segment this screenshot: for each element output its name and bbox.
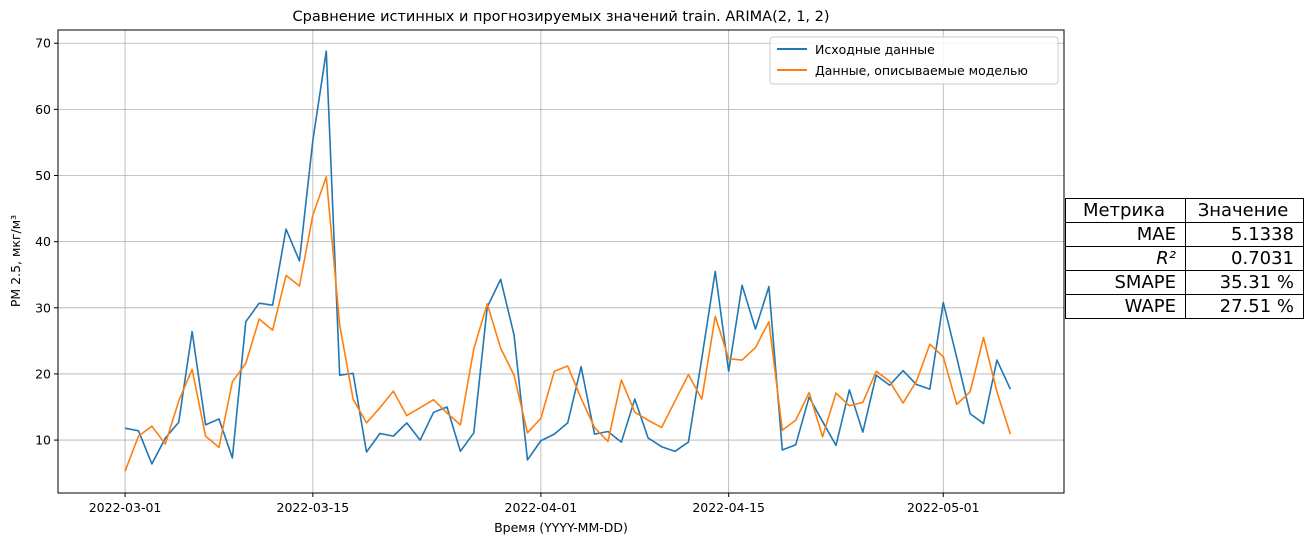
x-tick-label: 2022-03-15 bbox=[277, 500, 350, 515]
y-tick-label: 40 bbox=[35, 234, 51, 249]
metrics-header-row: Метрика Значение bbox=[1065, 198, 1304, 223]
metrics-row: R² 0.7031 bbox=[1065, 246, 1304, 271]
series-lines bbox=[124, 50, 1012, 472]
metrics-row: WAPE 27.51 % bbox=[1065, 294, 1304, 319]
x-tick-label: 2022-03-01 bbox=[89, 500, 162, 515]
x-axis-ticks: 2022-03-01 2022-03-15 2022-04-01 2022-04-15… bbox=[89, 493, 980, 515]
x-tick-label: 2022-05-01 bbox=[907, 500, 980, 515]
y-tick-label: 50 bbox=[35, 168, 51, 183]
legend-label-series-1: Исходные данные bbox=[815, 42, 935, 57]
plot-frame bbox=[57, 29, 1065, 494]
y-tick-label: 30 bbox=[35, 300, 51, 315]
metrics-row: SMAPE 35.31 % bbox=[1065, 270, 1304, 295]
y-tick-label: 70 bbox=[35, 36, 51, 51]
metric-value: 35.31 % bbox=[1185, 270, 1304, 295]
x-axis-label: Время (YYYY-MM-DD) bbox=[494, 520, 628, 535]
chart-title: Сравнение истинных и прогнозируемых знач… bbox=[292, 9, 829, 25]
metric-name: MAE bbox=[1065, 222, 1186, 247]
metric-name: SMAPE bbox=[1065, 270, 1186, 295]
metric-name: WAPE bbox=[1065, 294, 1186, 319]
series-line-1 bbox=[124, 50, 1012, 465]
legend: Исходные данные Данные, описываемые моде… bbox=[769, 36, 1059, 85]
y-axis-label: PM 2.5, мкг/м³ bbox=[8, 215, 23, 307]
metrics-table: Метрика Значение MAE 5.1338 R² 0.7031 SM… bbox=[1065, 198, 1304, 319]
metrics-header-metric: Метрика bbox=[1065, 198, 1186, 223]
metrics-header-value: Значение bbox=[1185, 198, 1304, 223]
metric-value: 5.1338 bbox=[1185, 222, 1304, 247]
y-tick-label: 60 bbox=[35, 102, 51, 117]
metric-name: R² bbox=[1065, 246, 1186, 271]
y-axis-ticks: 10 20 30 40 50 60 70 bbox=[35, 36, 58, 448]
legend-label-series-2: Данные, описываемые моделью bbox=[815, 63, 1028, 78]
legend-box bbox=[769, 36, 1059, 85]
x-tick-label: 2022-04-15 bbox=[692, 500, 765, 515]
metrics-row: MAE 5.1338 bbox=[1065, 222, 1304, 247]
y-tick-label: 20 bbox=[35, 366, 51, 381]
y-tick-label: 10 bbox=[35, 433, 51, 448]
metric-value: 0.7031 bbox=[1185, 246, 1304, 271]
metric-value: 27.51 % bbox=[1185, 294, 1304, 319]
series-line-2 bbox=[124, 176, 1012, 472]
x-tick-label: 2022-04-01 bbox=[505, 500, 578, 515]
